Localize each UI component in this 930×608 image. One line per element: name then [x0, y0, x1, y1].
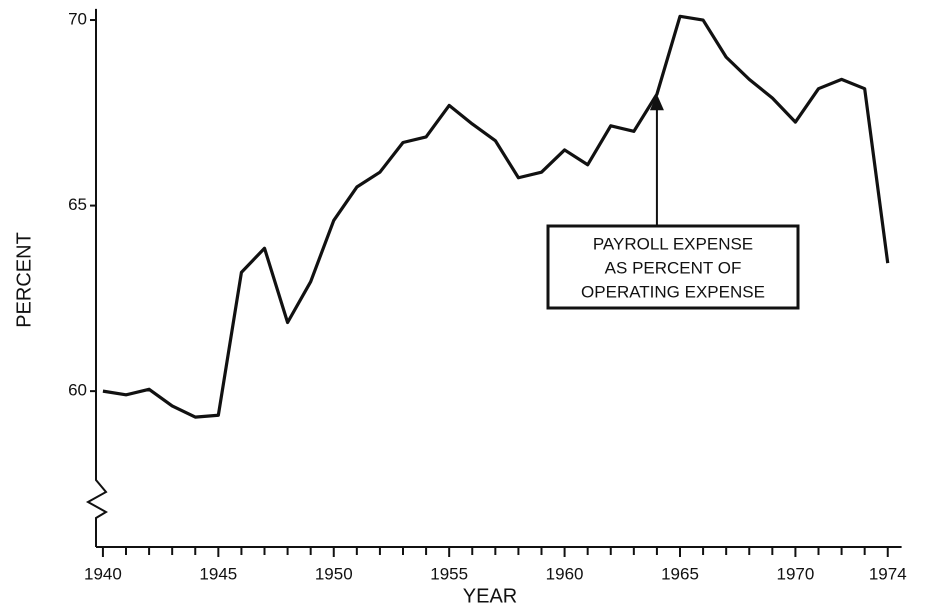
annotation-box — [546, 224, 800, 310]
y-tick-label: 60 — [68, 381, 87, 400]
annotation-text: OPERATING EXPENSE — [581, 282, 765, 301]
y-tick-label: 65 — [68, 195, 87, 214]
x-tick-label: 1965 — [661, 564, 699, 583]
x-tick-label: 1970 — [777, 564, 815, 583]
y-axis — [85, 8, 108, 547]
x-tick-label: 1960 — [546, 564, 584, 583]
annotation-text: PAYROLL EXPENSE — [593, 234, 753, 253]
x-axis-label: YEAR — [463, 585, 517, 607]
y-axis-label: PERCENT — [13, 232, 35, 328]
y-tick-label: 70 — [68, 10, 87, 29]
x-tick-label: 1940 — [84, 564, 122, 583]
annotation-text: AS PERCENT OF — [605, 258, 742, 277]
x-tick-label: 1974 — [869, 564, 907, 583]
x-tick-label: 1955 — [430, 564, 468, 583]
annotation-arrowhead — [649, 94, 664, 111]
x-tick-label: 1945 — [199, 564, 237, 583]
x-tick-label: 1950 — [315, 564, 353, 583]
line — [102, 14, 890, 419]
